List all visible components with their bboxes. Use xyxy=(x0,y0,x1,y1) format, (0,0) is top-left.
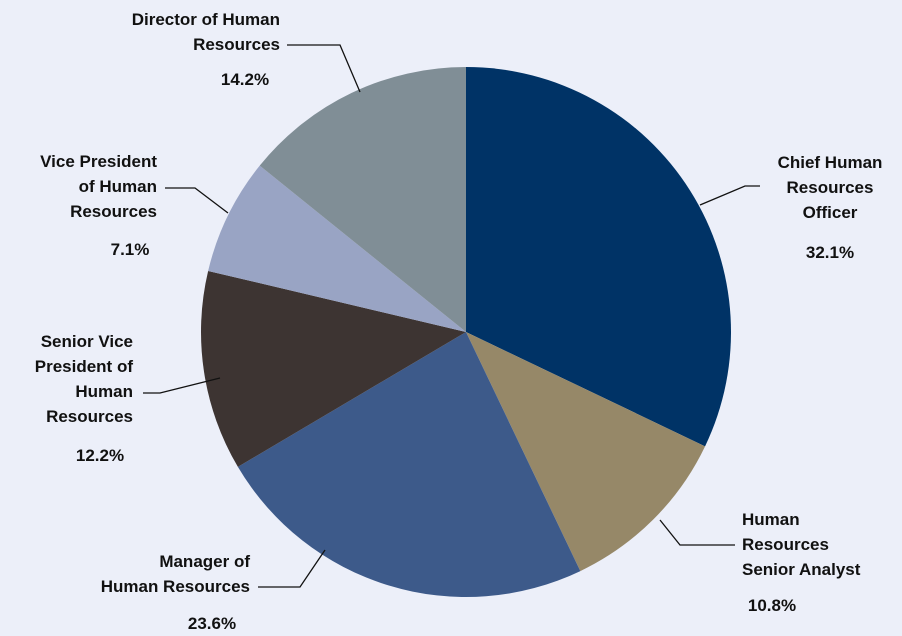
value-label: 32.1% xyxy=(805,243,855,262)
pie-slice xyxy=(208,165,466,332)
category-label: Vice President of Human Resources xyxy=(40,152,157,221)
pie-slice xyxy=(259,67,466,332)
leader-line xyxy=(699,185,760,206)
leader-line xyxy=(143,377,221,394)
value-label: 7.1% xyxy=(110,240,150,259)
value-label: 12.2% xyxy=(75,446,125,465)
category-label: Manager of Human Resources xyxy=(100,552,250,596)
value-label: 23.6% xyxy=(187,614,237,633)
pie-slice xyxy=(237,332,581,597)
leader-line xyxy=(659,519,735,546)
pie-slice xyxy=(201,270,467,467)
category-label: Human Resources Senior Analyst xyxy=(742,510,861,579)
category-label: Chief Human Resources Officer xyxy=(777,153,883,222)
leader-line xyxy=(287,44,361,93)
leader-line xyxy=(258,549,326,588)
pie-slice xyxy=(466,67,731,447)
category-label: Director of Human Resources xyxy=(131,10,280,54)
value-label: 10.8% xyxy=(747,596,797,615)
leader-line xyxy=(165,187,229,214)
pie-slice xyxy=(466,332,706,572)
value-label: 14.2% xyxy=(220,70,270,89)
category-label: Senior Vice President of Human Resources xyxy=(34,332,133,426)
